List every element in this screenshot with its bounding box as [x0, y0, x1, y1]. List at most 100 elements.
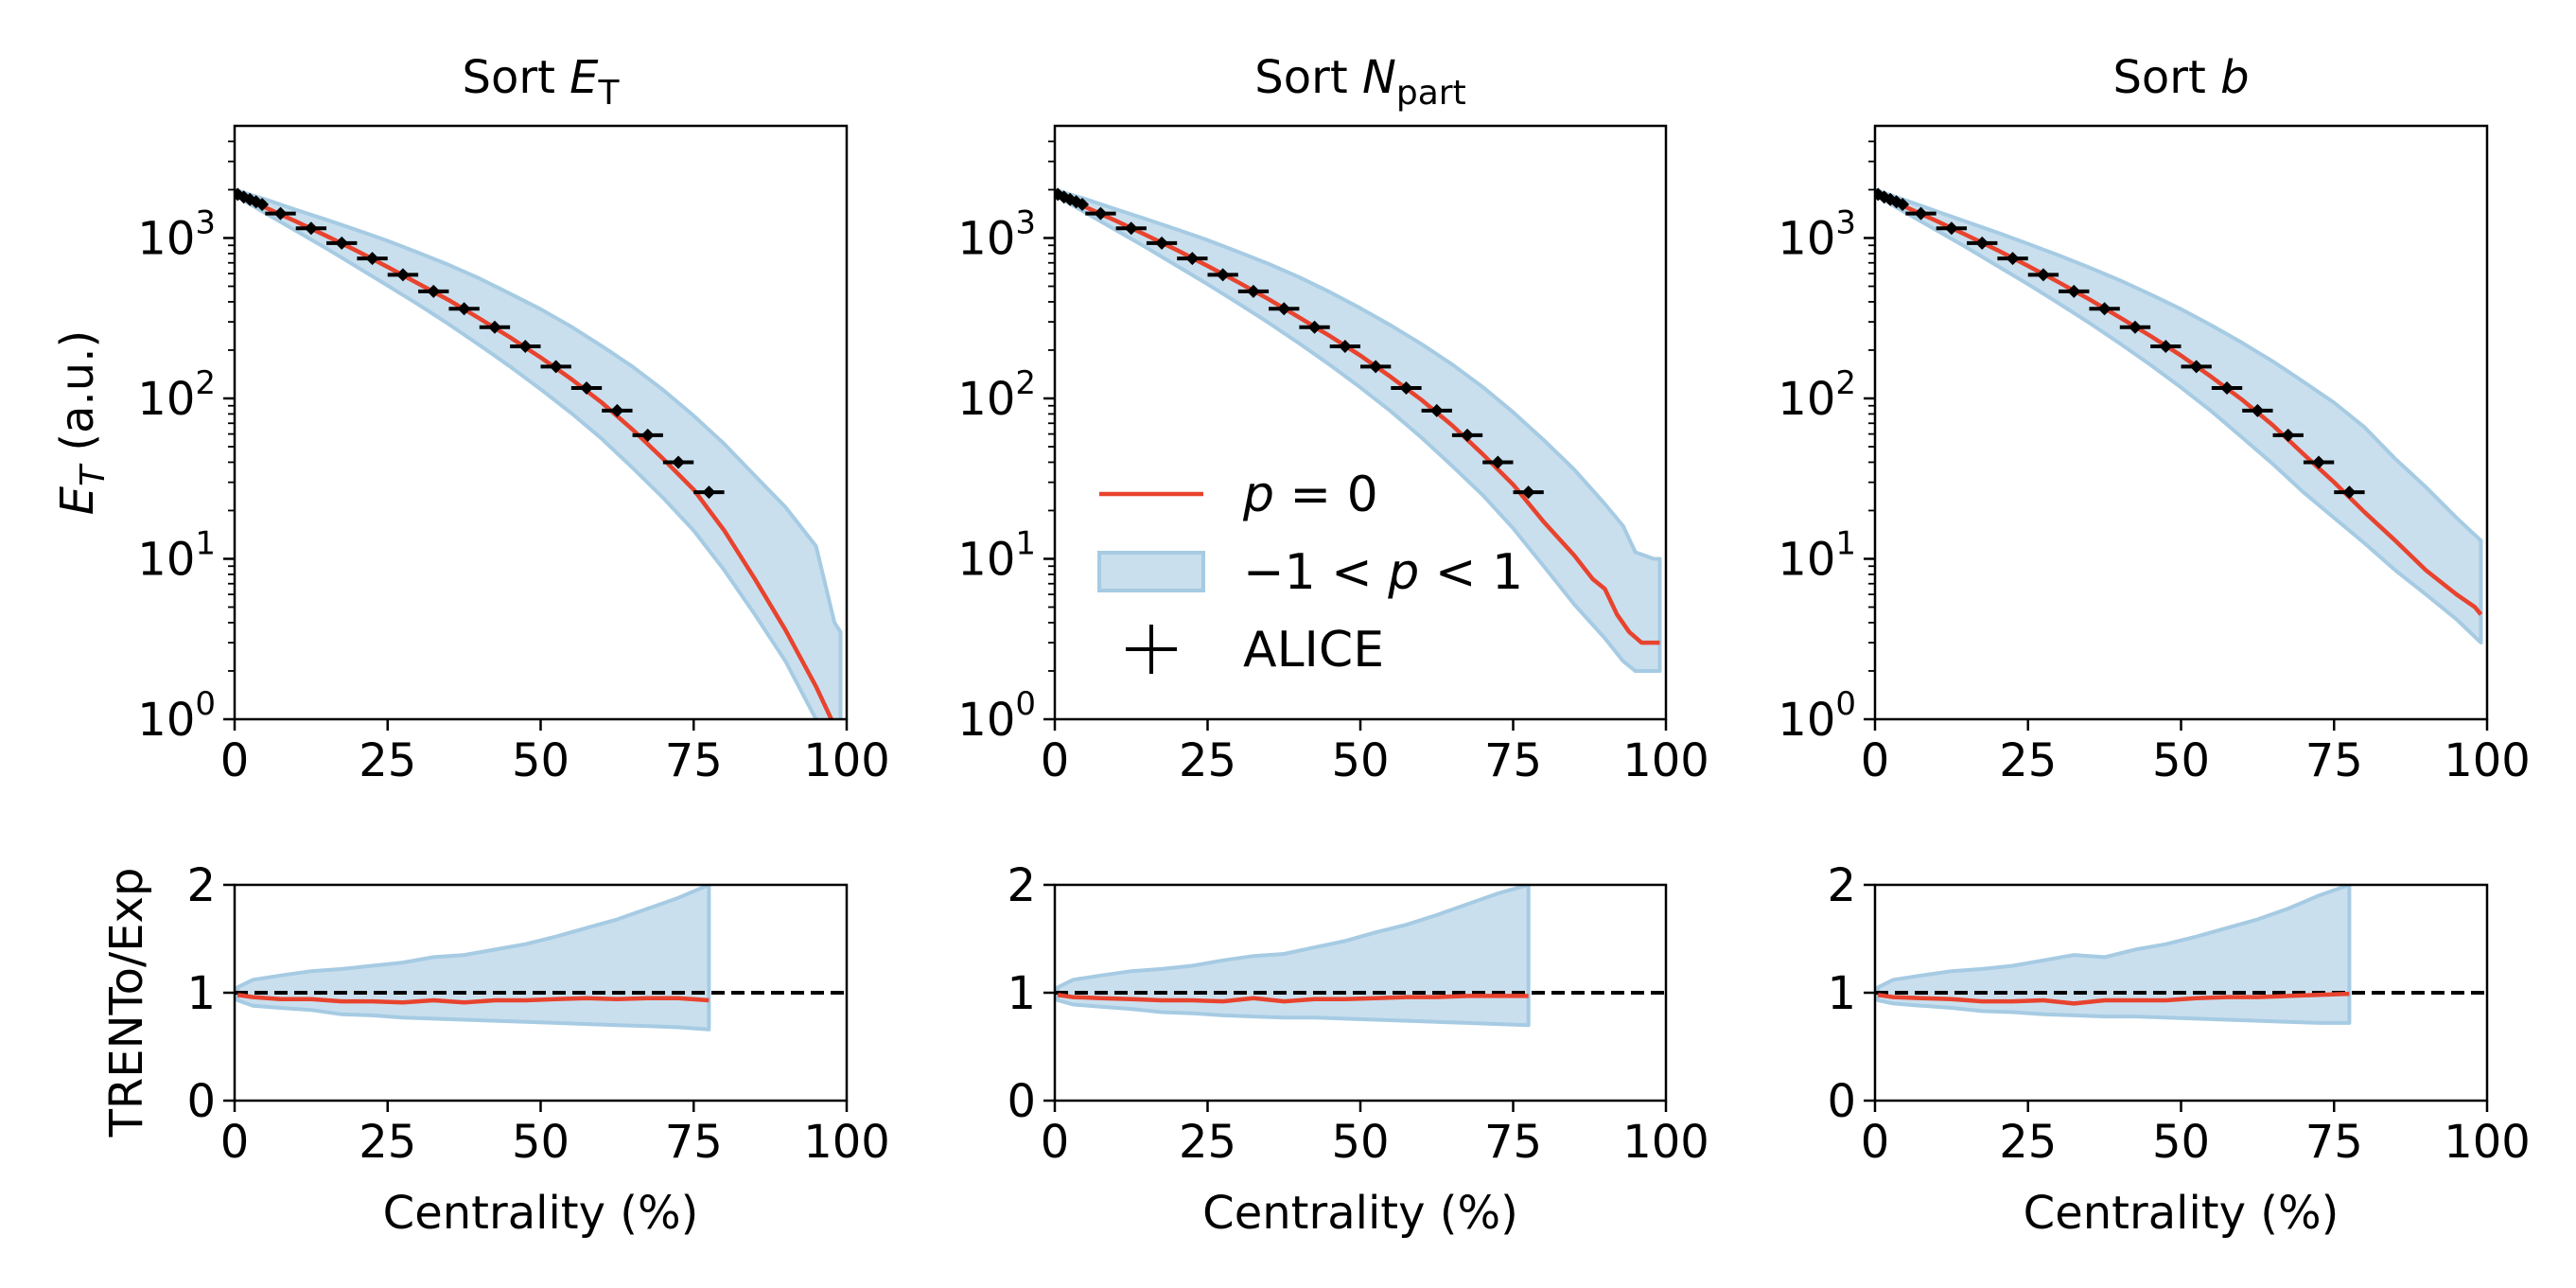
x-tick-label: 25 — [1179, 1116, 1236, 1169]
series-line-p0 — [237, 993, 710, 1005]
legend-item-band: −1 < p < 1 — [1097, 544, 1523, 601]
axes-frame — [1873, 124, 2489, 721]
legend-label-symbol: p — [1387, 544, 1419, 601]
alice-point — [2189, 360, 2203, 374]
y-tick-label: 101 — [137, 524, 216, 586]
alice-point — [1124, 221, 1138, 236]
alice-point — [1246, 284, 1260, 298]
band-area — [1055, 187, 1662, 673]
alice-point — [1185, 252, 1200, 266]
plot-area — [1055, 885, 1666, 1028]
x-tick-label: 0 — [1041, 1116, 1070, 1169]
x-tick-label: 0 — [1861, 1116, 1890, 1169]
alice-point — [1307, 320, 1322, 334]
y-tick-label: 0 — [1007, 1075, 1036, 1128]
x-tick-label: 0 — [1041, 734, 1070, 787]
alice-point — [1155, 236, 1169, 250]
legend: p = 0 −1 < p < 1 ALICE — [1097, 467, 1523, 679]
y-tick-exponent: 2 — [195, 364, 216, 402]
title-symbol: b — [2220, 51, 2249, 104]
y-tick-base: 10 — [957, 533, 1015, 586]
x-tick-label: 25 — [1179, 734, 1236, 787]
x-tick-label: 100 — [1622, 734, 1709, 787]
legend-label-rest: < 1 — [1419, 544, 1523, 601]
y-tick-label: 101 — [1778, 524, 1856, 586]
alice-point — [2128, 320, 2142, 334]
alice-point — [304, 221, 318, 236]
y-tick-base: 10 — [957, 694, 1015, 747]
alice-point — [2342, 485, 2357, 500]
alice-point — [1896, 197, 1910, 211]
y-tick-base: 10 — [1778, 694, 1835, 747]
ylabel-subscript: T — [74, 463, 113, 486]
alice-point — [395, 268, 410, 282]
alice-point — [1216, 268, 1230, 282]
y-tick-exponent: 1 — [195, 524, 216, 562]
plot-area — [1055, 187, 1662, 673]
x-tick-label: 100 — [803, 734, 890, 787]
alice-point — [365, 252, 379, 266]
panel-title: Sort b — [2112, 51, 2249, 104]
x-tick-label: 50 — [1331, 734, 1389, 787]
x-tick-label: 100 — [1622, 1116, 1709, 1169]
alice-point — [1491, 455, 1505, 469]
panel-title: Sort ET — [463, 51, 621, 113]
y-tick-label: 100 — [1778, 685, 1856, 747]
legend-item-errorbar: ALICE — [1126, 622, 1384, 679]
panel-3: 0 25 50 75 100 0 1 2 TRENTo/Exp Centrality (%) — [100, 859, 890, 1240]
alice-point — [1975, 236, 1989, 250]
x-axis-label: Centrality (%) — [383, 1187, 699, 1240]
legend-label-symbol: p — [1242, 467, 1274, 523]
x-tick-label: 25 — [1999, 734, 2057, 787]
legend-item-line: p = 0 — [1099, 467, 1378, 523]
x-tick-label: 25 — [359, 1116, 416, 1169]
alice-point — [672, 455, 686, 469]
alice-point — [549, 360, 563, 374]
y-tick-label: 100 — [957, 685, 1036, 747]
alice-point — [1875, 187, 1885, 202]
x-tick-label: 50 — [512, 734, 570, 787]
legend-label: p = 0 — [1242, 467, 1378, 523]
plot-area — [1875, 187, 2483, 645]
x-tick-label: 75 — [1484, 1116, 1542, 1169]
alice-point — [2281, 428, 2295, 442]
title-symbol: E — [570, 51, 599, 104]
alice-point — [2097, 302, 2112, 316]
y-axis-label: TRENTo/Exp — [100, 868, 153, 1138]
y-tick-base: 10 — [137, 212, 195, 265]
y-tick-exponent: 0 — [1835, 685, 1856, 723]
band-area — [1056, 885, 1531, 1028]
alice-point — [2006, 252, 2020, 266]
alice-point — [1461, 428, 1475, 442]
plot-area — [235, 885, 847, 1032]
x-tick-label: 100 — [803, 1116, 890, 1169]
alice-point — [255, 197, 270, 211]
alice-point — [1521, 485, 1535, 500]
alice-point — [1429, 403, 1444, 417]
alice-point — [1055, 187, 1065, 202]
alice-point — [2067, 284, 2081, 298]
alice-point — [2251, 403, 2265, 417]
x-tick-label: 75 — [665, 734, 723, 787]
x-tick-label: 50 — [512, 1116, 570, 1169]
y-tick-label: 2 — [186, 859, 216, 912]
x-tick-label: 75 — [2305, 1116, 2363, 1169]
alice-point — [702, 485, 716, 500]
legend-label-lead: −1 < — [1243, 544, 1388, 601]
y-tick-base: 10 — [957, 373, 1015, 426]
title-prefix: Sort — [2112, 51, 2220, 104]
x-tick-label: 50 — [2152, 734, 2210, 787]
y-tick-exponent: 1 — [1835, 524, 1856, 562]
alice-point — [1914, 206, 1928, 221]
alice-point — [1338, 340, 1352, 354]
alice-point — [2312, 455, 2326, 469]
alice-point — [273, 206, 288, 221]
x-axis-label: Centrality (%) — [2024, 1187, 2339, 1240]
alice-point — [1944, 221, 1958, 236]
band-area — [1876, 885, 2352, 1025]
title-symbol: N — [1362, 51, 1396, 104]
plot-area — [235, 187, 843, 719]
panel-5: 0 25 50 75 100 0 1 2 Centrality (%) — [1827, 859, 2530, 1240]
alice-point — [640, 428, 655, 442]
legend-label: −1 < p < 1 — [1243, 544, 1523, 601]
